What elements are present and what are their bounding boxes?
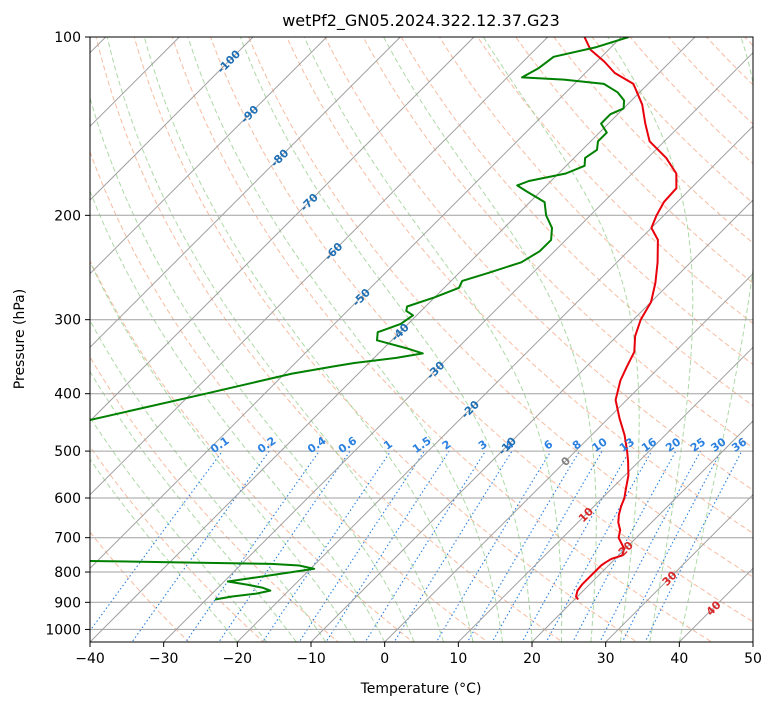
moist-adiabat [383, 37, 597, 642]
plot-area [90, 37, 753, 642]
moist-adiabat [90, 458, 238, 642]
x-tick-label: 10 [449, 651, 467, 667]
moist-adiabat [303, 37, 563, 642]
profile-series [90, 37, 678, 601]
y-tick-label: 1000 [45, 622, 81, 638]
moist-adiabat [90, 260, 356, 642]
x-tick-label: −30 [149, 651, 179, 667]
moist-adiabat [90, 416, 268, 642]
y-tick-label: 800 [54, 565, 81, 581]
y-axis-label: Pressure (hPa) [12, 289, 28, 389]
moist-adiabat [143, 37, 474, 642]
plot-frame [89, 36, 754, 643]
dry-adiabat [324, 37, 753, 491]
dry-adiabat [90, 259, 414, 642]
moist-adiabat [90, 319, 327, 642]
moist-adiabat [607, 37, 694, 642]
axis-ticks: −40 −30 −20 −10 0 10 20 30 40 50 100 200 300 400 500 60… [45, 30, 762, 667]
moist-adiabat [239, 37, 533, 642]
isotherm [90, 37, 254, 201]
y-tick-label: 500 [54, 444, 81, 460]
isotherm [605, 493, 753, 642]
isotherm [384, 272, 753, 642]
temperature-profile-line [575, 37, 678, 601]
x-tick-label: 40 [670, 651, 688, 667]
isotherm [236, 125, 753, 642]
dry-adiabat [133, 37, 638, 642]
isotherm [90, 37, 475, 422]
dewpoint-profile-line [90, 37, 629, 422]
dry-adiabat [400, 37, 753, 407]
y-tick-label: 600 [54, 491, 81, 507]
isotherm [531, 420, 753, 642]
dry-adiabat [90, 445, 265, 642]
isotherm [90, 37, 401, 349]
isotherm [457, 346, 753, 642]
isotherm [90, 37, 622, 570]
dry-adiabat [286, 37, 753, 534]
x-tick-label: 30 [597, 651, 615, 667]
dewpoint-profile-line [90, 559, 316, 601]
y-tick-label: 400 [54, 387, 81, 403]
dry-adiabat [209, 37, 753, 623]
moist-adiabat [482, 37, 640, 642]
isotherm [310, 199, 753, 642]
isotherm [90, 37, 328, 275]
dry-adiabat [90, 531, 190, 642]
x-axis-label: Temperature (°C) [360, 681, 482, 697]
y-tick-label: 700 [54, 531, 81, 547]
dry-adiabat [90, 356, 340, 642]
y-tick-label: 100 [54, 30, 81, 46]
moist-adiabat [678, 37, 753, 642]
x-tick-label: −40 [75, 651, 105, 667]
chart-title: wetPf2_GN05.2024.322.12.37.G23 [282, 11, 560, 31]
x-tick-label: −10 [296, 651, 326, 667]
isotherm [163, 51, 753, 642]
y-tick-label: 900 [54, 595, 81, 611]
background-lines [90, 37, 753, 642]
isotherm [90, 37, 696, 642]
x-tick-label: 20 [523, 651, 541, 667]
y-tick-label: 200 [54, 208, 81, 224]
y-tick-label: 300 [54, 313, 81, 329]
x-tick-label: 0 [380, 651, 389, 667]
x-tick-label: 50 [744, 651, 762, 667]
moist-adiabat [90, 189, 386, 642]
moist-adiabat [106, 37, 445, 642]
dry-adiabat [362, 37, 753, 449]
dry-adiabat [95, 37, 564, 642]
isotherm [90, 37, 549, 496]
moist-adiabat [187, 37, 503, 642]
x-tick-label: −20 [223, 651, 253, 667]
